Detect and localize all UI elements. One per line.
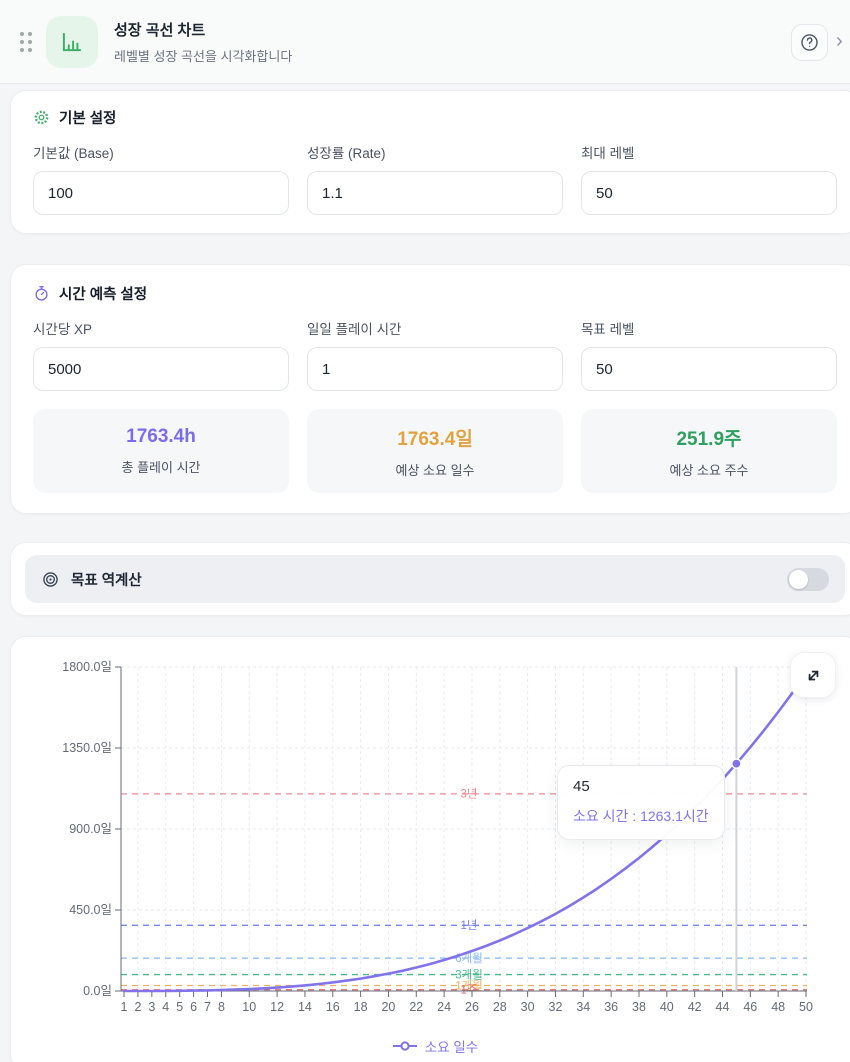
target-level-input[interactable] (581, 347, 837, 391)
legend-label: 소요 일수 (424, 1040, 479, 1055)
daily-play-time-label: 일일 플레이 시간 (307, 322, 402, 337)
stopwatch-icon (35, 286, 48, 301)
widget-title: 성장 곡선 차트 (114, 21, 206, 39)
svg-text:6: 6 (190, 1000, 197, 1014)
reverse-calc-row: 목표 역계산 (25, 555, 845, 603)
svg-text:16: 16 (326, 1000, 340, 1014)
legend-item[interactable]: 소요 일수 (11, 1033, 850, 1059)
basic-settings-title: 기본 설정 (59, 111, 117, 127)
svg-text:12: 12 (270, 1000, 284, 1014)
target-level-label: 목표 레벨 (581, 322, 635, 337)
widget-header: 성장 곡선 차트 레벨별 성장 곡선을 시각화합니다 › (0, 0, 850, 84)
expected-weeks-stat: 251.9주 예상 소요 주수 (581, 409, 837, 493)
svg-text:3년: 3년 (461, 788, 478, 801)
max-level-label: 최대 레벨 (581, 146, 635, 161)
svg-text:1개월: 1개월 (455, 979, 483, 992)
svg-text:26: 26 (465, 1000, 479, 1014)
svg-text:24: 24 (437, 1000, 451, 1014)
expand-button[interactable] (790, 652, 836, 698)
svg-text:1년: 1년 (461, 919, 478, 932)
bar-chart-icon (46, 15, 98, 68)
expected-weeks-label: 예상 소요 주수 (669, 462, 749, 478)
daily-play-time-input[interactable] (307, 347, 563, 391)
svg-text:4: 4 (162, 1000, 169, 1014)
question-icon (801, 34, 818, 51)
svg-text:7: 7 (204, 1000, 211, 1014)
svg-text:36: 36 (604, 1000, 618, 1014)
svg-text:0.0일: 0.0일 (83, 984, 112, 998)
max-level-input[interactable] (581, 171, 837, 215)
xp-per-hour-input[interactable] (33, 347, 289, 391)
drag-handle-icon[interactable] (20, 31, 32, 52)
expected-days-label: 예상 소요 일수 (395, 462, 475, 478)
total-play-time-value: 1763.4h (126, 426, 196, 447)
total-play-time-stat: 1763.4h 총 플레이 시간 (33, 409, 289, 493)
total-play-time-label: 총 플레이 시간 (121, 460, 201, 475)
svg-text:46: 46 (743, 1000, 757, 1014)
time-settings-title: 시간 예측 설정 (59, 287, 148, 303)
svg-text:1350.0일: 1350.0일 (62, 741, 112, 755)
reverse-calc-toggle[interactable] (787, 567, 829, 591)
svg-text:44: 44 (716, 1000, 730, 1014)
xp-per-hour-label: 시간당 XP (33, 322, 93, 337)
svg-text:40: 40 (660, 1000, 674, 1014)
svg-text:14: 14 (298, 1000, 312, 1014)
growth-curve-chart[interactable]: 3년1년6개월3개월1개월1주0.0일450.0일900.0일1350.0일18… (11, 637, 850, 1031)
help-button[interactable] (791, 24, 828, 61)
target-icon (43, 571, 58, 587)
widget-subtitle: 레벨별 성장 곡선을 시각화합니다 (114, 48, 293, 64)
svg-text:8: 8 (218, 1000, 225, 1014)
svg-text:2: 2 (134, 1000, 141, 1014)
reverse-calc-card: 목표 역계산 (10, 542, 850, 616)
svg-text:50: 50 (799, 1000, 813, 1014)
svg-text:450.0일: 450.0일 (69, 903, 112, 917)
svg-text:30: 30 (521, 1000, 535, 1014)
svg-text:32: 32 (549, 1000, 563, 1014)
svg-text:5: 5 (176, 1000, 183, 1014)
chart-card: 3년 1년 6개월 3개월 1개월 1주 0.0일 450.0일 900.0일 1350.0일 18… (10, 636, 850, 1062)
growth-rate-input[interactable] (307, 171, 563, 215)
basic-settings-card: 기본 설정 기본값 (Base) 성장률 (Rate) 최대 레벨 (10, 90, 850, 234)
svg-text:22: 22 (409, 1000, 423, 1014)
line-series-marker-icon (392, 1041, 417, 1051)
expand-icon (808, 670, 818, 680)
svg-text:10: 10 (242, 1000, 256, 1014)
svg-text:900.0일: 900.0일 (69, 822, 112, 836)
expected-weeks-value: 251.9주 (676, 428, 742, 450)
svg-text:34: 34 (576, 1000, 590, 1014)
svg-text:3: 3 (148, 1000, 155, 1014)
svg-text:3개월: 3개월 (455, 968, 483, 981)
base-value-input[interactable] (33, 171, 289, 215)
time-settings-card: 시간 예측 설정 시간당 XP 일일 플레이 시간 목표 레벨 1763.4h … (10, 264, 850, 514)
expected-days-value: 1763.4일 (397, 428, 473, 450)
expected-days-stat: 1763.4일 예상 소요 일수 (307, 409, 563, 493)
reverse-calc-label: 목표 역계산 (71, 572, 142, 589)
chevron-right-icon[interactable]: › (836, 30, 843, 52)
svg-text:38: 38 (632, 1000, 646, 1014)
svg-text:1: 1 (121, 1000, 128, 1014)
base-value-label: 기본값 (Base) (33, 146, 114, 161)
svg-text:48: 48 (771, 1000, 785, 1014)
gear-icon (34, 110, 49, 125)
svg-text:1800.0일: 1800.0일 (62, 660, 112, 674)
svg-text:20: 20 (381, 1000, 395, 1014)
svg-text:42: 42 (688, 1000, 702, 1014)
growth-rate-label: 성장률 (Rate) (307, 146, 386, 161)
svg-text:18: 18 (354, 1000, 368, 1014)
svg-text:28: 28 (493, 1000, 507, 1014)
